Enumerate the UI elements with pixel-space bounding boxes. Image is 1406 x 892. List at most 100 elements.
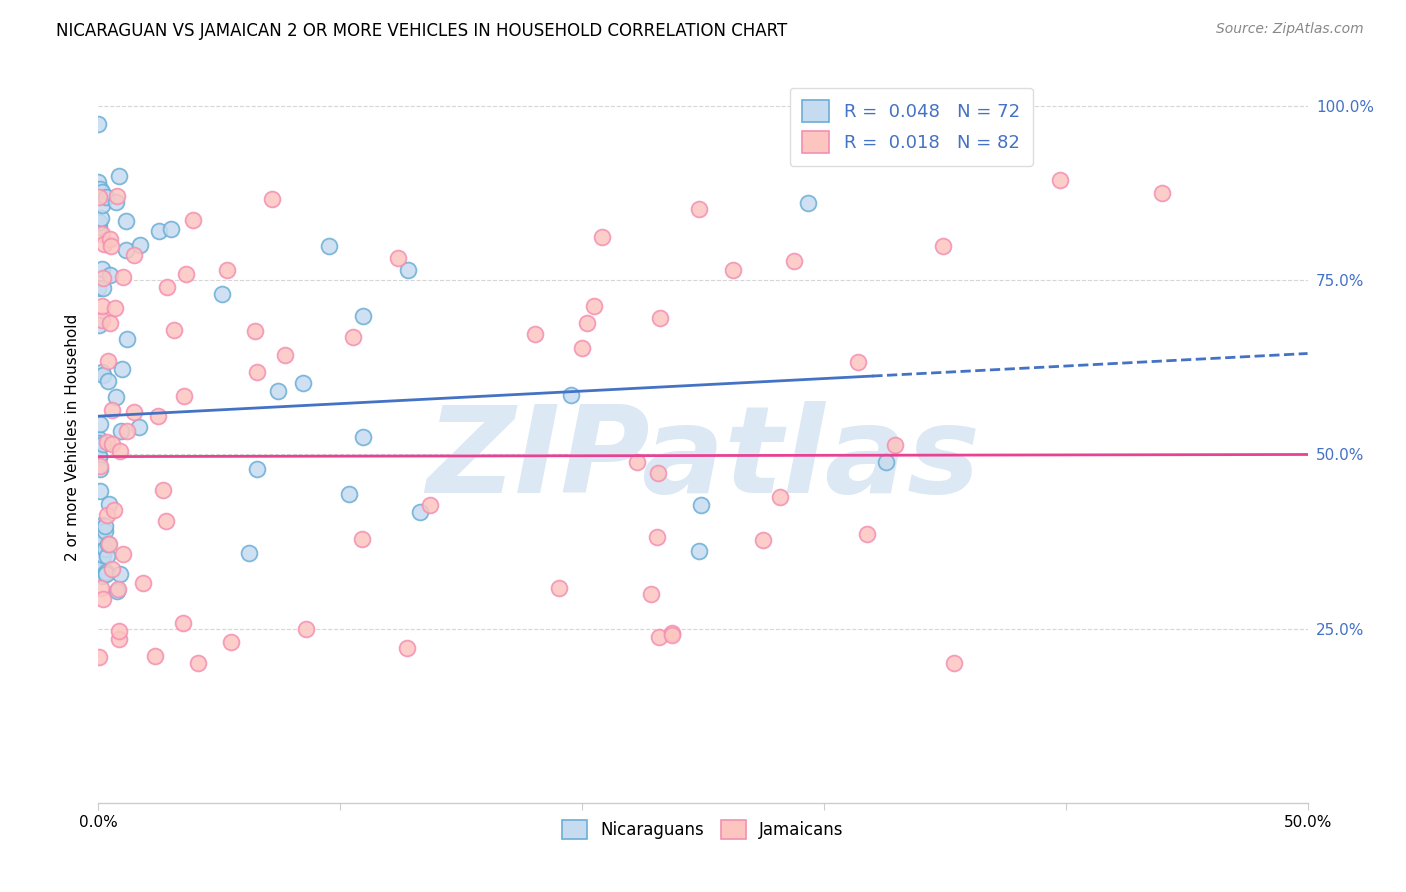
Point (318, 238, 340, 252)
Point (128, 420, 150, 434)
Point (98, 231, 121, 245)
Point (640, 587, 662, 601)
Point (107, 169, 129, 184)
Point (645, 530, 668, 544)
Point (112, 547, 135, 561)
Point (661, 628, 683, 642)
Point (91, 227, 114, 241)
Y-axis label: 2 or more Vehicles in Household: 2 or more Vehicles in Household (65, 313, 80, 561)
Point (752, 533, 775, 547)
Point (932, 239, 955, 253)
Point (91, 197, 114, 211)
Point (91, 548, 114, 562)
Point (215, 262, 238, 277)
Point (883, 437, 905, 451)
Point (163, 323, 186, 337)
Point (110, 566, 132, 581)
Point (723, 263, 745, 277)
Point (571, 342, 593, 356)
Point (875, 455, 897, 469)
Point (105, 584, 128, 599)
Point (98, 316, 121, 330)
Point (688, 543, 710, 558)
Point (419, 499, 441, 513)
Point (93, 271, 115, 285)
Point (246, 365, 269, 379)
Point (769, 490, 792, 504)
Point (93, 592, 115, 607)
Point (238, 546, 260, 560)
Point (96, 549, 118, 563)
Point (591, 229, 613, 244)
Point (105, 194, 128, 209)
Point (352, 430, 374, 444)
Point (87, 649, 110, 664)
Point (87, 432, 110, 446)
Point (409, 505, 432, 519)
Point (96, 508, 118, 522)
Point (105, 189, 128, 203)
Point (96, 434, 118, 449)
Point (97, 537, 120, 551)
Point (87, 450, 110, 464)
Point (90, 581, 112, 595)
Point (262, 192, 284, 206)
Point (98, 497, 121, 511)
Point (100, 268, 122, 282)
Point (274, 348, 297, 362)
Point (155, 514, 177, 528)
Point (560, 387, 582, 401)
Point (90, 261, 112, 276)
Point (796, 196, 818, 211)
Point (172, 615, 194, 630)
Point (100, 437, 122, 451)
Point (90, 299, 112, 313)
Point (211, 286, 233, 301)
Point (87, 565, 110, 579)
Point (387, 251, 409, 265)
Point (101, 562, 124, 576)
Point (87, 220, 110, 235)
Point (115, 214, 138, 228)
Point (181, 213, 204, 227)
Point (89, 562, 111, 576)
Point (582, 299, 605, 313)
Point (129, 238, 152, 252)
Point (87, 435, 110, 450)
Point (90, 365, 112, 379)
Point (159, 222, 181, 236)
Point (87, 215, 110, 229)
Point (219, 635, 242, 649)
Point (105, 391, 128, 405)
Point (342, 329, 364, 343)
Point (626, 455, 648, 469)
Point (101, 403, 124, 417)
Point (89, 182, 111, 196)
Point (350, 532, 373, 546)
Text: Source: ZipAtlas.com: Source: ZipAtlas.com (1216, 22, 1364, 37)
Point (87, 318, 110, 332)
Point (87, 446, 110, 460)
Point (94, 542, 117, 557)
Point (94, 190, 117, 204)
Point (148, 223, 170, 237)
Point (90, 517, 112, 532)
Point (1049, 172, 1071, 186)
Point (111, 269, 134, 284)
Point (243, 324, 266, 338)
Point (94, 519, 117, 533)
Point (104, 301, 127, 315)
Point (90, 211, 112, 225)
Point (156, 280, 179, 294)
Text: NICARAGUAN VS JAMAICAN 2 OR MORE VEHICLES IN HOUSEHOLD CORRELATION CHART: NICARAGUAN VS JAMAICAN 2 OR MORE VEHICLE… (56, 22, 787, 40)
Point (89, 190, 111, 204)
Point (294, 623, 316, 637)
Point (97, 375, 120, 389)
Point (93, 237, 115, 252)
Point (97, 354, 120, 368)
Point (187, 657, 209, 671)
Point (115, 243, 138, 257)
Point (115, 424, 138, 438)
Point (575, 317, 598, 331)
Point (94, 567, 117, 582)
